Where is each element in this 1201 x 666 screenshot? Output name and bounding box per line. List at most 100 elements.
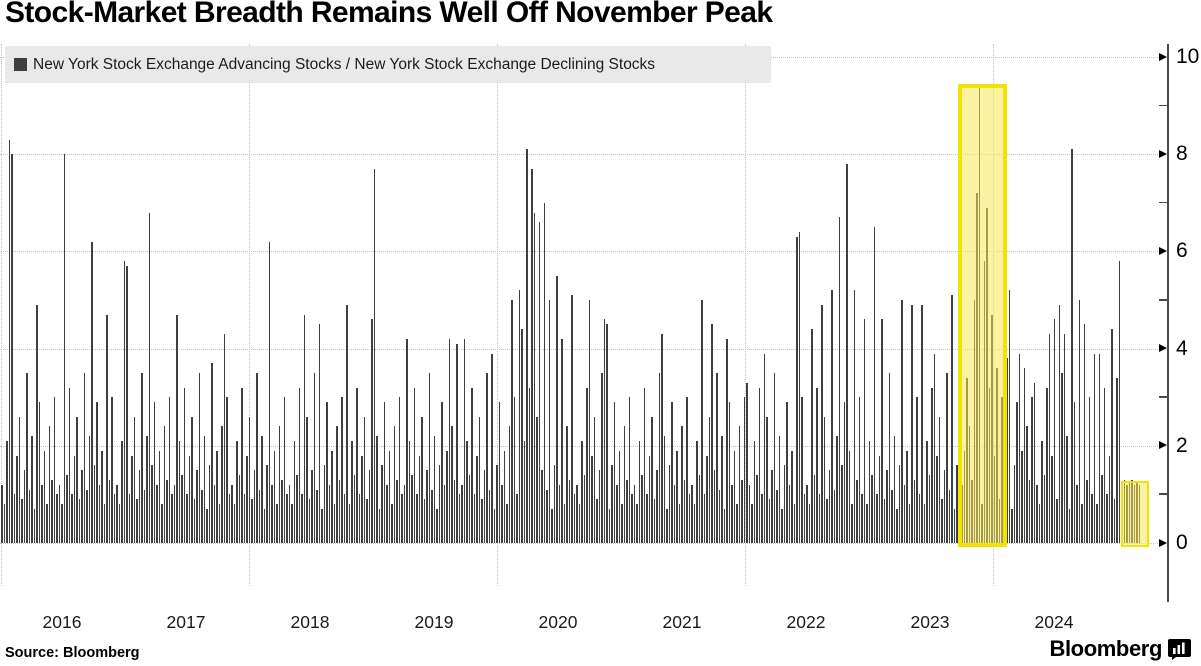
bar bbox=[903, 484, 906, 543]
bar bbox=[263, 509, 266, 543]
bar bbox=[178, 440, 181, 543]
bar bbox=[873, 227, 876, 543]
bar bbox=[86, 489, 88, 543]
bar bbox=[41, 484, 43, 543]
bar bbox=[1048, 334, 1051, 543]
bar bbox=[711, 324, 713, 543]
legend-swatch-icon bbox=[14, 58, 27, 71]
bar bbox=[383, 402, 386, 543]
bar bbox=[486, 372, 488, 543]
bar bbox=[16, 455, 18, 543]
bar bbox=[918, 494, 921, 543]
bar bbox=[141, 372, 143, 543]
x-year-label: 2023 bbox=[910, 612, 950, 632]
bar bbox=[738, 426, 741, 543]
bar bbox=[931, 387, 933, 543]
bar bbox=[551, 509, 553, 543]
bar bbox=[98, 484, 101, 543]
y-tick-label: 2 bbox=[1176, 433, 1188, 457]
bar bbox=[641, 475, 643, 543]
bar bbox=[671, 402, 673, 543]
bar bbox=[91, 241, 93, 543]
bar bbox=[403, 484, 406, 543]
bar bbox=[773, 372, 776, 543]
source-text: Source: Bloomberg bbox=[5, 645, 140, 661]
bar bbox=[781, 509, 783, 543]
bar bbox=[103, 504, 106, 543]
bar bbox=[1103, 387, 1106, 543]
bar bbox=[43, 450, 46, 543]
bar bbox=[1028, 479, 1031, 543]
bar bbox=[833, 489, 836, 543]
bar bbox=[731, 484, 733, 543]
bar bbox=[113, 494, 116, 543]
bar bbox=[1111, 329, 1113, 543]
bar bbox=[723, 509, 726, 543]
bar bbox=[291, 504, 293, 543]
bar bbox=[406, 338, 408, 543]
bar bbox=[153, 402, 156, 543]
legend-label: New York Stock Exchange Advancing Stocks… bbox=[33, 55, 656, 73]
bar bbox=[1038, 504, 1041, 543]
bar bbox=[566, 426, 568, 543]
bar bbox=[238, 475, 241, 543]
bar bbox=[578, 504, 581, 543]
bar bbox=[853, 290, 856, 543]
bar bbox=[693, 504, 696, 543]
current-reading-highlight bbox=[1120, 480, 1149, 547]
bar bbox=[111, 397, 113, 543]
bar bbox=[748, 484, 751, 543]
bar bbox=[63, 154, 66, 543]
bar bbox=[1036, 484, 1038, 543]
bar bbox=[943, 470, 946, 543]
bar bbox=[461, 484, 463, 543]
bar bbox=[866, 504, 868, 543]
bar bbox=[1118, 261, 1121, 543]
bar bbox=[78, 499, 81, 543]
bar bbox=[168, 397, 171, 543]
x-year-label: 2016 bbox=[42, 612, 82, 632]
bar bbox=[428, 372, 431, 543]
bar bbox=[543, 202, 546, 543]
bar bbox=[766, 416, 768, 543]
bar bbox=[463, 338, 466, 543]
bar bbox=[341, 397, 343, 543]
bar bbox=[703, 494, 706, 543]
x-gridline bbox=[497, 44, 498, 586]
bar bbox=[626, 479, 628, 543]
bar bbox=[61, 504, 63, 543]
bar bbox=[1091, 494, 1093, 543]
bar bbox=[28, 489, 31, 543]
bloomberg-logo: Bloomberg bbox=[1049, 636, 1191, 662]
bar bbox=[721, 436, 723, 543]
bar bbox=[338, 479, 341, 543]
bar bbox=[418, 455, 421, 543]
bar bbox=[718, 489, 721, 543]
bar bbox=[768, 499, 771, 543]
bar bbox=[253, 470, 256, 543]
bar bbox=[608, 509, 611, 543]
bar bbox=[771, 470, 773, 543]
bar bbox=[583, 475, 586, 543]
bar bbox=[376, 436, 378, 543]
bar bbox=[358, 494, 361, 543]
bar bbox=[481, 499, 483, 543]
bar bbox=[1078, 300, 1081, 543]
bar bbox=[911, 304, 913, 543]
y-axis-major-tick bbox=[1159, 149, 1167, 158]
y-axis-major-tick bbox=[1159, 441, 1167, 450]
bar bbox=[488, 489, 491, 543]
bar bbox=[26, 372, 28, 543]
bar bbox=[546, 489, 548, 543]
bar bbox=[861, 494, 863, 543]
bar bbox=[1071, 149, 1073, 543]
bar bbox=[1088, 397, 1091, 543]
bar bbox=[308, 499, 311, 543]
bar bbox=[798, 232, 801, 543]
bar bbox=[446, 450, 448, 543]
bar bbox=[31, 436, 33, 543]
bar bbox=[896, 509, 898, 543]
bar bbox=[683, 479, 686, 543]
bar bbox=[378, 509, 381, 543]
